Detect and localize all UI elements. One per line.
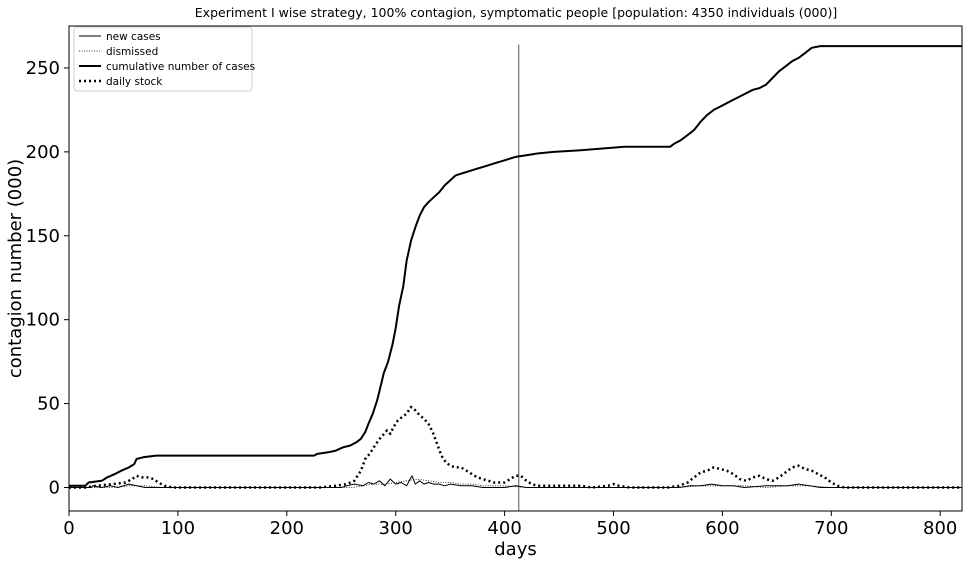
y-tick-label: 200 bbox=[26, 142, 60, 163]
legend-label: new cases bbox=[106, 31, 161, 43]
legend-label: dismissed bbox=[106, 46, 158, 58]
axis-ticks: 0 100 200 300 400 500 600 700 800 0 50 100 150 200 250 bbox=[26, 58, 958, 539]
x-tick-label: 600 bbox=[705, 518, 739, 539]
legend-label: daily stock bbox=[106, 76, 163, 88]
chart-title: Experiment I wise strategy, 100% contagi… bbox=[195, 5, 837, 20]
x-tick-label: 200 bbox=[270, 518, 304, 539]
x-tick-label: 800 bbox=[923, 518, 957, 539]
x-tick-label: 300 bbox=[379, 518, 413, 539]
series-line-cumulative-number-of-cases bbox=[69, 45, 962, 487]
series-line-new-cases bbox=[69, 475, 962, 488]
x-tick-label: 500 bbox=[596, 518, 630, 539]
x-axis-label: days bbox=[494, 539, 537, 560]
y-axis-label: contagion number (000) bbox=[5, 159, 26, 378]
x-tick-label: 0 bbox=[63, 518, 74, 539]
plot-area bbox=[69, 44, 962, 511]
x-tick-label: 400 bbox=[487, 518, 521, 539]
y-tick-label: 100 bbox=[26, 310, 60, 331]
y-tick-label: 0 bbox=[49, 478, 60, 499]
x-tick-label: 100 bbox=[161, 518, 195, 539]
legend-label: cumulative number of cases bbox=[106, 61, 255, 73]
x-tick-label: 700 bbox=[814, 518, 848, 539]
legend: new cases dismissed cumulative number of c… bbox=[73, 26, 255, 92]
y-tick-label: 250 bbox=[26, 58, 60, 79]
y-tick-label: 50 bbox=[37, 394, 60, 415]
plot-frame bbox=[68, 25, 963, 512]
y-tick-label: 150 bbox=[26, 226, 60, 247]
series-line-daily-stock bbox=[69, 405, 962, 489]
legend-box bbox=[73, 26, 253, 92]
